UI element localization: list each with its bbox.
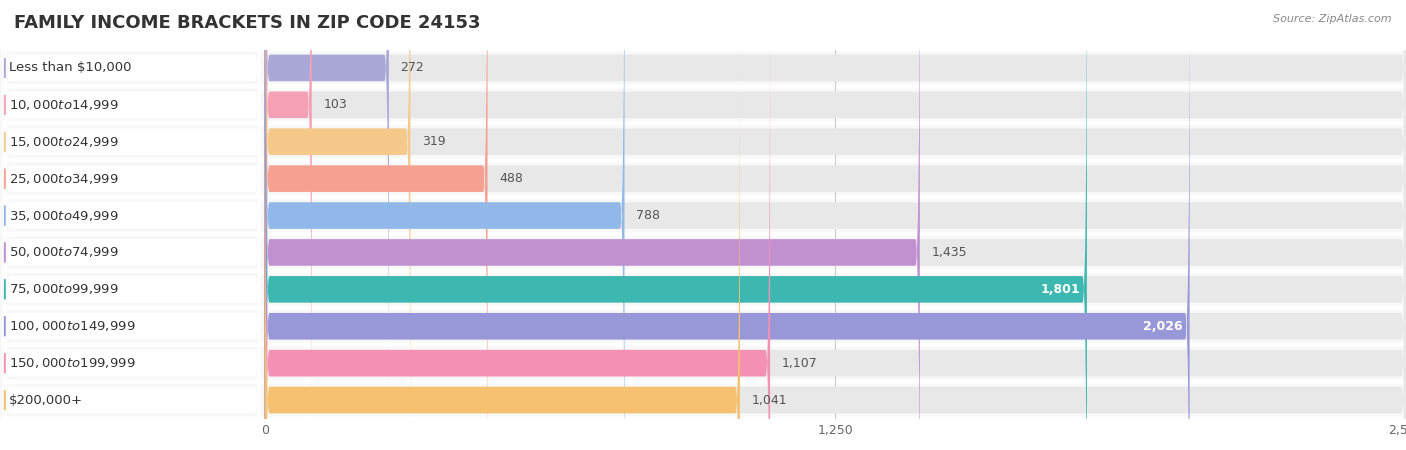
- FancyBboxPatch shape: [0, 0, 1406, 384]
- Text: $15,000 to $24,999: $15,000 to $24,999: [8, 135, 118, 149]
- FancyBboxPatch shape: [264, 0, 312, 450]
- Text: $75,000 to $99,999: $75,000 to $99,999: [8, 282, 118, 297]
- FancyBboxPatch shape: [264, 0, 1406, 450]
- FancyBboxPatch shape: [264, 0, 624, 450]
- Text: $35,000 to $49,999: $35,000 to $49,999: [8, 208, 118, 223]
- Text: $150,000 to $199,999: $150,000 to $199,999: [8, 356, 135, 370]
- FancyBboxPatch shape: [264, 0, 1406, 423]
- Text: 103: 103: [323, 99, 347, 111]
- FancyBboxPatch shape: [264, 8, 770, 450]
- FancyBboxPatch shape: [264, 0, 1406, 450]
- Text: 1,801: 1,801: [1040, 283, 1080, 296]
- Text: 1,041: 1,041: [751, 394, 787, 406]
- FancyBboxPatch shape: [4, 0, 260, 450]
- FancyBboxPatch shape: [264, 0, 1406, 450]
- FancyBboxPatch shape: [264, 0, 920, 450]
- Text: $10,000 to $14,999: $10,000 to $14,999: [8, 98, 118, 112]
- Text: $200,000+: $200,000+: [8, 394, 83, 406]
- FancyBboxPatch shape: [264, 45, 1406, 450]
- Text: 1,435: 1,435: [931, 246, 967, 259]
- Text: 2,026: 2,026: [1143, 320, 1182, 333]
- FancyBboxPatch shape: [264, 0, 1406, 450]
- FancyBboxPatch shape: [0, 10, 1406, 450]
- FancyBboxPatch shape: [264, 0, 1406, 450]
- FancyBboxPatch shape: [4, 0, 260, 450]
- FancyBboxPatch shape: [264, 45, 740, 450]
- Text: 788: 788: [636, 209, 659, 222]
- Text: $25,000 to $34,999: $25,000 to $34,999: [8, 171, 118, 186]
- FancyBboxPatch shape: [0, 84, 1406, 450]
- FancyBboxPatch shape: [0, 0, 1406, 421]
- FancyBboxPatch shape: [264, 0, 389, 423]
- FancyBboxPatch shape: [4, 0, 260, 450]
- Text: Source: ZipAtlas.com: Source: ZipAtlas.com: [1274, 14, 1392, 23]
- FancyBboxPatch shape: [4, 0, 260, 450]
- FancyBboxPatch shape: [264, 0, 411, 450]
- Text: 488: 488: [499, 172, 523, 185]
- FancyBboxPatch shape: [4, 0, 260, 450]
- FancyBboxPatch shape: [4, 0, 260, 450]
- Text: 272: 272: [401, 62, 425, 74]
- FancyBboxPatch shape: [4, 0, 260, 450]
- FancyBboxPatch shape: [264, 0, 488, 450]
- FancyBboxPatch shape: [4, 8, 260, 450]
- Text: 319: 319: [422, 135, 446, 148]
- FancyBboxPatch shape: [0, 121, 1406, 450]
- FancyBboxPatch shape: [0, 0, 1406, 347]
- Text: $50,000 to $74,999: $50,000 to $74,999: [8, 245, 118, 260]
- Text: $100,000 to $149,999: $100,000 to $149,999: [8, 319, 135, 333]
- FancyBboxPatch shape: [264, 8, 1406, 450]
- FancyBboxPatch shape: [264, 0, 1406, 450]
- Text: 1,107: 1,107: [782, 357, 817, 369]
- Text: Less than $10,000: Less than $10,000: [8, 62, 131, 74]
- FancyBboxPatch shape: [264, 0, 1406, 450]
- FancyBboxPatch shape: [264, 0, 1087, 450]
- FancyBboxPatch shape: [264, 0, 1189, 450]
- FancyBboxPatch shape: [0, 47, 1406, 450]
- Text: FAMILY INCOME BRACKETS IN ZIP CODE 24153: FAMILY INCOME BRACKETS IN ZIP CODE 24153: [14, 14, 481, 32]
- FancyBboxPatch shape: [4, 0, 260, 423]
- FancyBboxPatch shape: [4, 45, 260, 450]
